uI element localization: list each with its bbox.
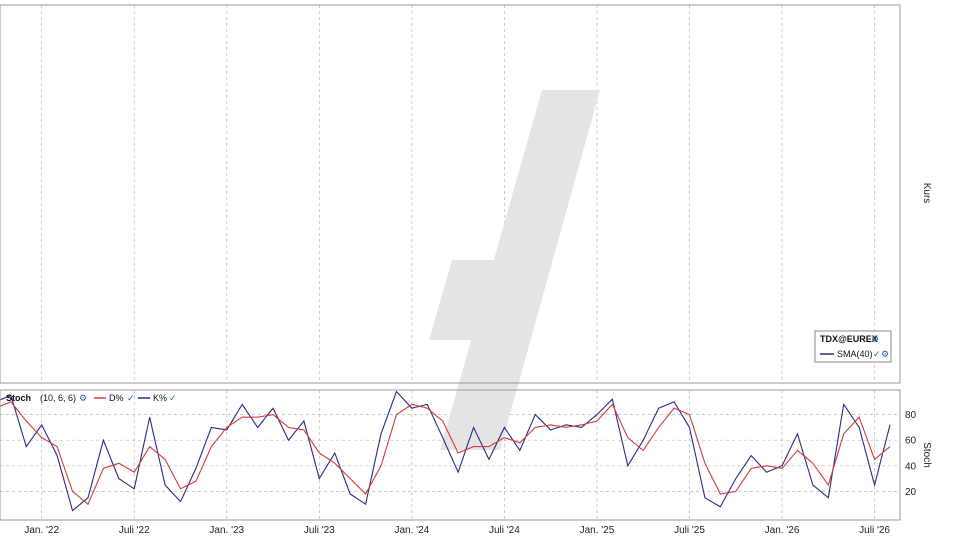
price-legend: TDX@EUREX ⚙ SMA(40) ✓ ⚙: [814, 330, 892, 363]
stoch-k-line: [0, 390, 891, 512]
stoch-y-tick-label: 40: [905, 461, 917, 472]
stoch-legend-name: Stoch: [6, 393, 31, 403]
axes: 4300.004200.004100.004000.003900.003800.…: [0, 4, 917, 536]
stoch-legend: Stoch (10, 6, 6) ⚙ D% ✓ K% ✓: [6, 393, 177, 404]
stoch-y-axis-title: Stoch: [921, 442, 932, 468]
stoch-y-tick-label: 20: [905, 487, 917, 498]
d-check-icon[interactable]: ✓: [127, 394, 135, 404]
x-tick-label: Jan. '22: [24, 525, 59, 536]
legend-symbol: TDX@EUREX: [820, 334, 878, 344]
sma-check-icon[interactable]: ✓: [873, 350, 881, 360]
sma-settings-icon[interactable]: ⚙: [881, 350, 889, 360]
stochastic-lines: [0, 390, 891, 512]
stoch-y-tick-label: 60: [905, 436, 917, 447]
price-y-axis-title: Kurs: [921, 183, 932, 204]
price-panel-frame: [0, 4, 901, 384]
x-tick-label: Juli '26: [859, 525, 890, 536]
stoch-legend-d: D%: [109, 393, 124, 403]
x-tick-label: Juli '24: [489, 525, 520, 536]
stoch-d-line: [0, 401, 891, 506]
k-check-icon[interactable]: ✓: [169, 394, 177, 404]
x-tick-label: Jan. '24: [395, 525, 430, 536]
watermark-logo: [429, 90, 600, 450]
x-tick-label: Juli '22: [119, 525, 150, 536]
stoch-settings-icon[interactable]: ⚙: [79, 394, 87, 404]
x-tick-label: Jan. '25: [580, 525, 615, 536]
stoch-y-tick-label: 80: [905, 410, 917, 421]
settings-icon[interactable]: ⚙: [871, 335, 879, 345]
stoch-panel-frame: [0, 389, 901, 521]
legend-sma-label: SMA(40): [837, 349, 873, 359]
stoch-legend-params: (10, 6, 6): [40, 393, 76, 403]
x-tick-label: Jan. '23: [209, 525, 244, 536]
stoch-legend-k: K%: [153, 393, 167, 403]
grid: [0, 5, 900, 520]
x-tick-label: Jan. '26: [765, 525, 800, 536]
x-tick-label: Juli '23: [304, 525, 335, 536]
x-tick-label: Juli '25: [674, 525, 705, 536]
